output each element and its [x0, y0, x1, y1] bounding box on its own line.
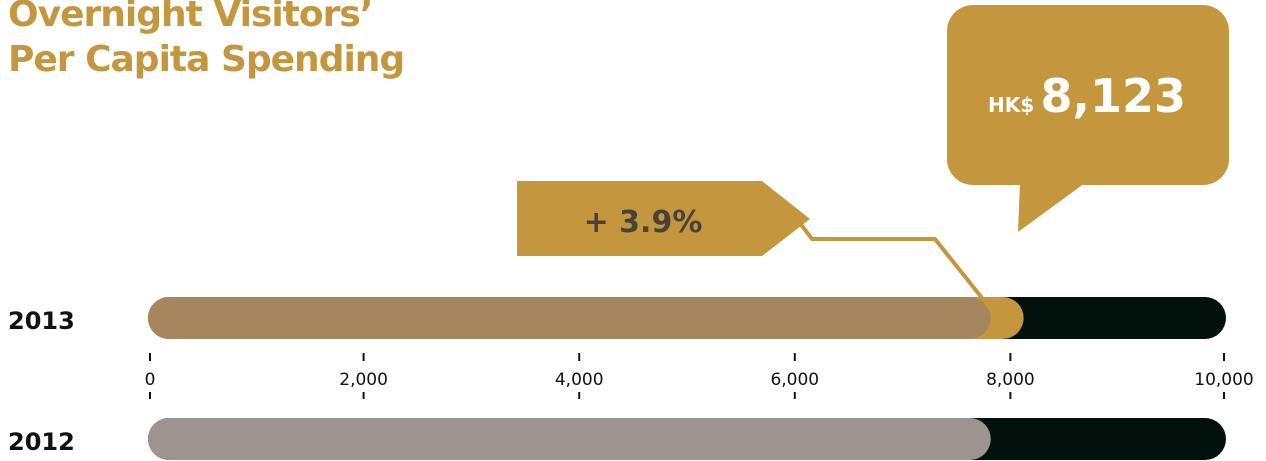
- value-callout-bubble: [947, 5, 1229, 185]
- value-callout-pointer: [1018, 183, 1085, 232]
- change-connector: [788, 208, 992, 310]
- chart-title-line-1: Overnight Visitors’: [8, 0, 373, 35]
- bar-2012: [148, 418, 991, 460]
- bars-layer: 2013 2012: [8, 297, 1226, 460]
- category-label-2012: 2012: [8, 428, 75, 456]
- value-callout-currency: HK$: [988, 93, 1034, 117]
- x-axis: 0 2,000 4,000 6,000 8,000 10,000: [145, 353, 1254, 399]
- change-flag: [517, 181, 810, 256]
- category-label-2013: 2013: [8, 307, 75, 335]
- x-tick-label-4: 8,000: [986, 370, 1035, 390]
- x-tick-label-0: 0: [145, 370, 156, 390]
- x-tick-label-2: 4,000: [555, 370, 604, 390]
- chart-title: Overnight Visitors’ Per Capita Spending: [8, 0, 405, 82]
- x-tick-label-1: 2,000: [339, 370, 388, 390]
- chart-title-line-2: Per Capita Spending: [8, 39, 405, 80]
- annotations: + 3.9% HK$ 8,123: [517, 5, 1229, 310]
- x-tick-label-5: 10,000: [1194, 370, 1253, 390]
- bar-2013-base: [148, 297, 991, 339]
- x-tick-label-3: 6,000: [770, 370, 819, 390]
- value-callout-text: HK$ 8,123: [988, 69, 1186, 123]
- change-label: + 3.9%: [584, 205, 703, 240]
- value-callout-value: 8,123: [1041, 69, 1187, 123]
